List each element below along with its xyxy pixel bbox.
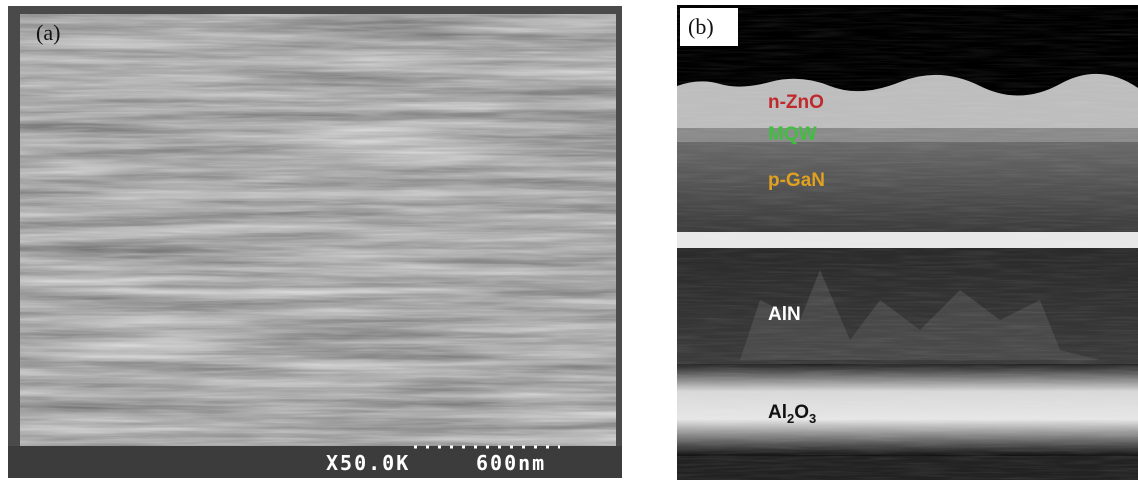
formula-part: Al (768, 402, 787, 423)
panel-b: (b) n-ZnO MQW p-GaN AlN Al2O3 (677, 5, 1138, 480)
scale-text: 600nm (476, 451, 546, 475)
panel-label: (a) (36, 20, 60, 45)
layer-label: AlN (768, 304, 801, 325)
layer-label: n-ZnO (768, 92, 824, 113)
layer-label: MQW (768, 124, 817, 145)
layer-label: p-GaN (768, 170, 825, 191)
magnification: X50.0K (326, 451, 410, 475)
page: {"panel_a": {"label": "(a)", "magnificat… (0, 0, 1138, 480)
panel-label: (b) (688, 14, 714, 39)
texture (677, 5, 1138, 480)
formula-part: 3 (809, 411, 816, 426)
formula-part: 2 (787, 411, 794, 426)
formula-part: O (794, 402, 809, 423)
figure: (a) X50.0K 600nm (b) n-ZnO MQW p-GaN AlN… (0, 0, 1138, 480)
texture (20, 14, 616, 446)
panel-a: (a) X50.0K 600nm (8, 6, 622, 478)
